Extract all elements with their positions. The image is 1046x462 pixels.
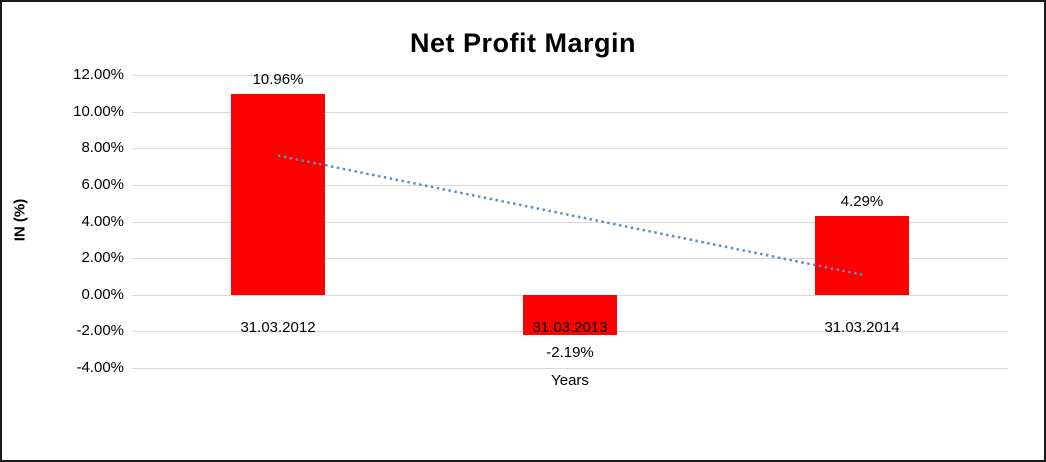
gridline [132,221,1008,223]
category-label: 31.03.2012 [240,318,316,336]
bar-value-label: -2.19% [546,343,594,361]
y-tick-label: 12.00% [73,66,124,83]
x-axis-title: Years [551,372,589,389]
gridline [132,148,1008,150]
bar [523,294,617,335]
y-tick-label: 6.00% [81,175,124,193]
gridline [132,258,1008,260]
y-tick-label: 10.00% [73,102,124,120]
bar [231,94,325,295]
bar-value-label: 10.96% [252,71,304,89]
y-axis-ticks: 12.00% 10.00% 8.00% 6.00% 4.00% 2.00% 0.00% -2.… [2,66,124,376]
gridline [132,368,1008,369]
y-tick-label: -2.00% [76,322,124,340]
gridline [132,75,1008,76]
y-tick-label: 4.00% [81,212,124,230]
bar-value-label: 4.29% [840,193,884,211]
chart-title: Net Profit Margin [409,28,636,58]
gridline [132,111,1008,113]
y-tick-label: -4.00% [76,359,124,376]
gridline [132,184,1008,186]
y-tick-label: 8.00% [81,139,124,157]
plot-area: 10.96% 31.03.2012 -2.19% 31.03.2013 4.29% 31.… [132,71,1008,369]
category-label: 31.03.2013 [532,318,608,336]
y-tick-label: 2.00% [81,249,124,267]
bar [815,216,909,295]
category-label: 31.03.2014 [824,318,900,336]
y-tick-label: 0.00% [81,285,124,303]
